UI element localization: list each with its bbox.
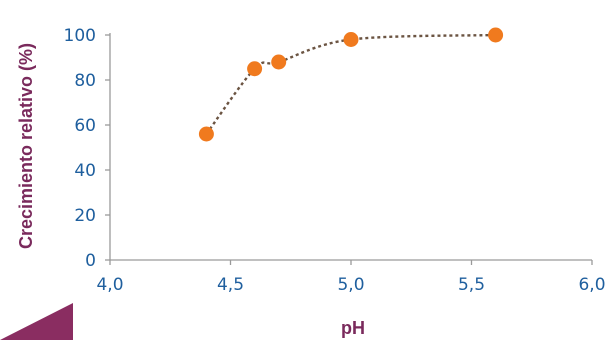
x-axis-title: pH (341, 318, 365, 338)
data-point (488, 27, 504, 43)
data-point (198, 126, 214, 142)
y-tick-label: 40 (74, 161, 96, 181)
y-tick-label: 60 (74, 116, 96, 136)
y-tick-label: 100 (64, 26, 96, 46)
y-axis-title: Crecimiento relativo (%) (16, 43, 36, 249)
tick-labels: 0 20 40 60 80 100 4,0 4,5 5,0 5,5 6,0 (64, 26, 606, 295)
data-point (343, 32, 359, 47)
trend-line-group (205, 33, 496, 135)
x-tick-label: 5,5 (458, 275, 485, 295)
y-tick-label: 80 (74, 71, 96, 91)
x-tick-label: 4,5 (217, 275, 244, 295)
corner-decoration (0, 303, 73, 340)
axes (105, 33, 593, 265)
y-tick-label: 20 (74, 206, 96, 226)
x-tick-label: 4,0 (96, 275, 123, 295)
data-point (271, 54, 287, 70)
x-tick-label: 5,0 (337, 275, 364, 295)
x-tick-label: 6,0 (578, 275, 605, 295)
trend-line (205, 33, 496, 135)
data-points (198, 27, 504, 142)
y-tick-label: 0 (85, 251, 96, 271)
data-point (247, 61, 263, 77)
